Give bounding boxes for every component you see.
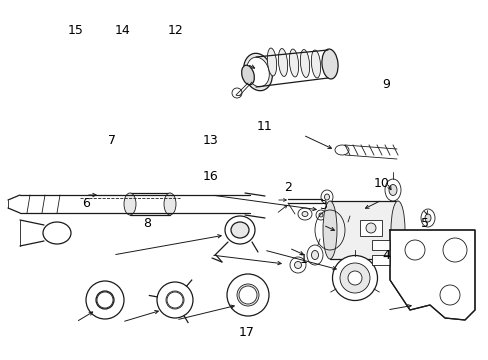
Ellipse shape [226,274,268,316]
Ellipse shape [336,222,352,242]
Circle shape [404,240,424,260]
Ellipse shape [302,212,307,216]
Ellipse shape [241,65,254,85]
Polygon shape [389,230,474,320]
Ellipse shape [424,214,430,222]
Circle shape [442,238,466,262]
Circle shape [239,286,257,304]
Ellipse shape [390,201,404,259]
Ellipse shape [267,48,276,76]
Ellipse shape [246,57,269,87]
Ellipse shape [339,263,369,293]
Text: 15: 15 [68,24,83,37]
Text: 16: 16 [202,170,218,183]
Bar [359,220,381,236]
Ellipse shape [388,185,396,195]
Ellipse shape [318,213,323,217]
Ellipse shape [347,271,361,285]
Ellipse shape [237,284,259,306]
Text: 12: 12 [168,24,183,37]
Text: 13: 13 [202,134,218,147]
Text: 4: 4 [382,249,389,262]
Text: 6: 6 [81,197,89,210]
Circle shape [439,285,459,305]
Bar [371,255,389,265]
Ellipse shape [384,179,400,201]
Text: 1: 1 [299,253,306,266]
Ellipse shape [289,49,298,77]
Ellipse shape [278,49,287,76]
Ellipse shape [420,209,434,227]
Circle shape [167,292,183,308]
Text: 10: 10 [373,177,388,190]
Text: 9: 9 [382,78,389,91]
Ellipse shape [321,49,337,79]
Ellipse shape [332,256,377,301]
Ellipse shape [300,50,309,77]
Ellipse shape [306,245,323,265]
Text: 2: 2 [284,181,292,194]
Ellipse shape [334,145,348,155]
Ellipse shape [96,291,114,309]
Ellipse shape [43,222,71,244]
Ellipse shape [157,282,193,318]
Ellipse shape [323,201,336,259]
Bar [329,201,397,259]
Text: 17: 17 [239,327,254,339]
Text: 7: 7 [108,134,116,147]
Text: 3: 3 [318,199,326,212]
Bar [130,193,170,215]
Bar [371,240,389,250]
Ellipse shape [289,257,305,273]
Ellipse shape [224,216,254,244]
Ellipse shape [311,50,320,78]
Text: 14: 14 [114,24,130,37]
Ellipse shape [230,222,248,238]
Text: 8: 8 [142,217,150,230]
Ellipse shape [315,210,325,220]
Ellipse shape [341,228,348,237]
Ellipse shape [165,291,183,309]
Ellipse shape [294,261,301,269]
Circle shape [97,292,113,308]
Ellipse shape [163,193,176,215]
Ellipse shape [311,251,318,260]
Ellipse shape [365,223,375,233]
Ellipse shape [124,193,136,215]
Ellipse shape [243,53,272,91]
Circle shape [231,88,242,98]
Ellipse shape [324,194,329,200]
Ellipse shape [86,281,124,319]
Ellipse shape [297,208,311,220]
Text: 5: 5 [421,217,428,230]
Ellipse shape [320,190,332,204]
Text: 11: 11 [256,120,271,132]
